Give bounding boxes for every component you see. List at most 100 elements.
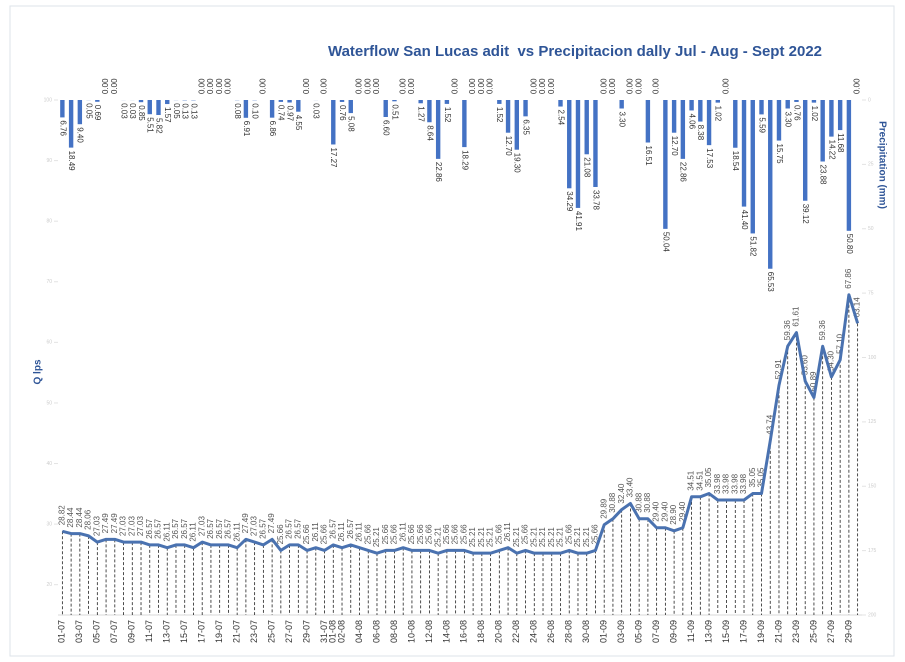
line-value-label: 34.51 <box>695 470 704 491</box>
x-tick-label: 02-08 <box>336 620 346 643</box>
line-value-label: 26.57 <box>258 518 267 539</box>
precipitation-bar <box>348 100 353 114</box>
bar-value-label: 14.22 <box>827 140 836 161</box>
bar-value-label: 9.40 <box>76 127 85 143</box>
line-value-label: 25.66 <box>494 524 503 545</box>
bar-value-label: 0.97 <box>285 105 294 121</box>
bar-value-label: 8.64 <box>425 125 434 141</box>
line-value-label: 27.03 <box>250 516 259 537</box>
bar-value-label: 5.82 <box>154 118 163 134</box>
x-tick-label: 21-07 <box>232 620 242 643</box>
line-value-label: 35.05 <box>757 467 766 488</box>
bar-value-label: 34.29 <box>565 191 574 212</box>
precipitation-bar <box>392 100 397 102</box>
line-value-label: 26.57 <box>285 518 294 539</box>
precipitation-bar <box>776 100 782 141</box>
bar-value-label: 6.91 <box>242 121 251 137</box>
bar-value-label: 15.75 <box>775 144 784 165</box>
precipitation-bar <box>505 100 511 133</box>
bar-value-label: 6.60 <box>382 120 391 136</box>
bar-value-label: 12.70 <box>670 136 679 157</box>
x-tick-label: 26-08 <box>546 620 556 643</box>
x-tick-label: 24-08 <box>529 620 539 643</box>
line-value-label: 28.90 <box>669 504 678 525</box>
x-tick-label: 09-07 <box>127 620 137 643</box>
line-value-label: 25.66 <box>451 524 460 545</box>
precipitation-bar <box>77 100 83 125</box>
x-tick-label: 20-08 <box>494 620 504 643</box>
chart-title: Waterflow San Lucas adit vs Precipitacio… <box>328 43 822 60</box>
precipitation-bar <box>750 100 755 234</box>
bar-value-label: 19.30 <box>513 153 522 174</box>
line-value-label: 25.66 <box>425 524 434 545</box>
precipitation-bar <box>759 100 764 115</box>
x-tick-label: 03-07 <box>74 620 84 643</box>
bar-value-label: 1.02 <box>810 106 819 122</box>
line-value-label: 32.40 <box>617 483 626 504</box>
precipitation-bar <box>269 100 275 118</box>
y2-tick-label: 100 <box>868 355 877 361</box>
line-value-label: 25.66 <box>381 524 390 545</box>
x-tick-label: 16-08 <box>459 620 469 643</box>
line-value-label: 30.88 <box>608 492 617 513</box>
bar-value-label: 1.57 <box>163 107 172 123</box>
line-value-label: 27.49 <box>267 513 276 534</box>
precipitation-bar <box>680 100 686 159</box>
line-value-label: 27.49 <box>241 513 250 534</box>
x-tick-label: 11-07 <box>144 620 154 642</box>
bar-value-label: 18.54 <box>731 151 740 172</box>
bar-value-label: 33.78 <box>591 190 600 211</box>
precipitation-bar <box>846 100 852 231</box>
precipitation-bar <box>689 100 694 111</box>
precipitation-bar <box>820 100 825 162</box>
x-tick-label: 01-08 <box>328 620 338 643</box>
line-value-label: 33.98 <box>722 473 731 494</box>
precipitation-bar <box>418 100 423 104</box>
x-tick-label: 05-07 <box>92 620 102 643</box>
bar-value-label: 22.86 <box>434 162 443 183</box>
line-value-label: 25.21 <box>433 527 442 548</box>
precipitation-bar <box>60 100 65 118</box>
line-value-label: 25.66 <box>276 524 285 545</box>
bar-value-label: 0.00 <box>538 78 547 94</box>
x-tick-label: 25-07 <box>266 620 276 643</box>
bar-value-label: 0.76 <box>792 105 801 121</box>
precipitation-bar <box>584 100 589 155</box>
line-value-label: 27.03 <box>127 516 136 537</box>
line-value-label: 25.21 <box>538 527 547 548</box>
x-tick-label: 21-09 <box>773 620 783 643</box>
y-tick-label: 40 <box>46 461 52 467</box>
line-value-label: 30.88 <box>643 492 652 513</box>
precipitation-bar <box>243 100 249 118</box>
bar-value-label: 5.51 <box>146 117 155 133</box>
bar-value-label: 16.51 <box>644 146 653 167</box>
line-value-label: 35.05 <box>704 467 713 488</box>
bar-value-label: 22.86 <box>679 162 688 183</box>
bar-value-label: 0.10 <box>251 103 260 119</box>
x-tick-label: 14-08 <box>441 620 451 643</box>
bar-value-label: 1.52 <box>443 107 452 123</box>
y2-tick-label: 50 <box>868 226 874 232</box>
line-value-label: 33.98 <box>730 473 739 494</box>
bar-value-label: 1.27 <box>417 106 426 122</box>
line-value-label: 25.21 <box>573 527 582 548</box>
precipitation-bar <box>715 100 721 103</box>
line-value-label: 27.03 <box>136 516 145 537</box>
bar-value-label: 0.00 <box>451 78 460 94</box>
line-value-label: 26.11 <box>398 522 407 542</box>
line-value-label: 29.40 <box>678 501 687 522</box>
precipitation-bar <box>278 100 284 102</box>
precipitation-bar <box>435 100 441 159</box>
x-tick-label: 13-09 <box>703 620 713 643</box>
x-tick-label: 25-09 <box>808 620 818 643</box>
bar-value-label: 0.00 <box>224 78 233 94</box>
precipitation-bar <box>558 100 563 107</box>
bar-value-label: 0.00 <box>599 78 608 94</box>
bar-value-label: 0.00 <box>652 78 661 94</box>
line-value-label: 52.91 <box>774 359 783 380</box>
bar-value-label: 0.00 <box>363 78 372 94</box>
line-value-label: 29.40 <box>660 501 669 522</box>
line-value-label: 25.21 <box>529 527 538 548</box>
bar-value-label: 17.27 <box>329 147 338 168</box>
line-value-label: 54.30 <box>827 350 836 371</box>
